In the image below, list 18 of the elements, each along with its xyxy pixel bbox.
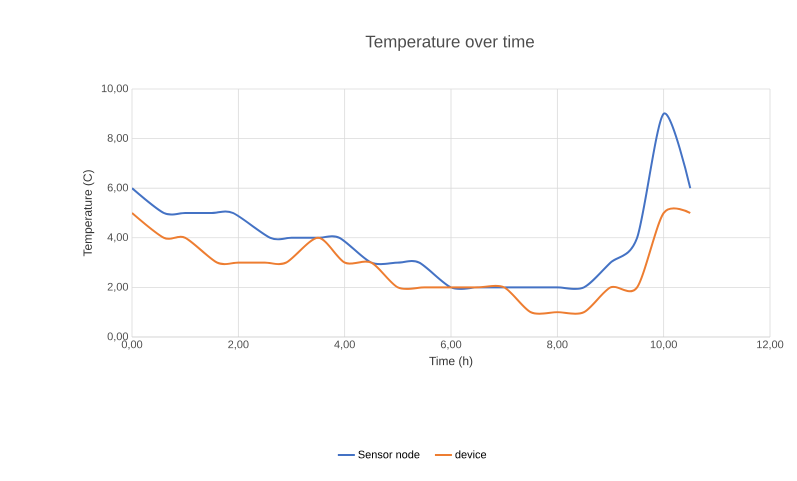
x-tick-label: 10,00 xyxy=(650,340,677,350)
y-tick-label: 8,00 xyxy=(108,134,128,144)
y-tick-label: 2,00 xyxy=(108,282,128,292)
y-tick-label: 6,00 xyxy=(108,184,128,193)
chart-title: Temperature over time xyxy=(366,35,534,51)
y-tick-label: 0,00 xyxy=(108,332,128,342)
x-axis-title: Time (h) xyxy=(429,356,472,368)
y-tick-label: 10,00 xyxy=(102,84,128,94)
x-tick-label: 12,00 xyxy=(757,340,784,350)
x-tick-label: 2,00 xyxy=(228,340,249,350)
x-tick-label: 8,00 xyxy=(547,340,568,350)
y-tick-label: 4,00 xyxy=(107,233,128,242)
x-tick-label: 0,00 xyxy=(122,340,142,350)
legend-label: device xyxy=(455,450,486,458)
x-tick-label: 6,00 xyxy=(440,340,462,350)
legend-label: Sensor node xyxy=(358,450,420,458)
y-axis-title: Temperature (C) xyxy=(83,170,94,256)
x-tick-label: 4,00 xyxy=(334,340,355,350)
